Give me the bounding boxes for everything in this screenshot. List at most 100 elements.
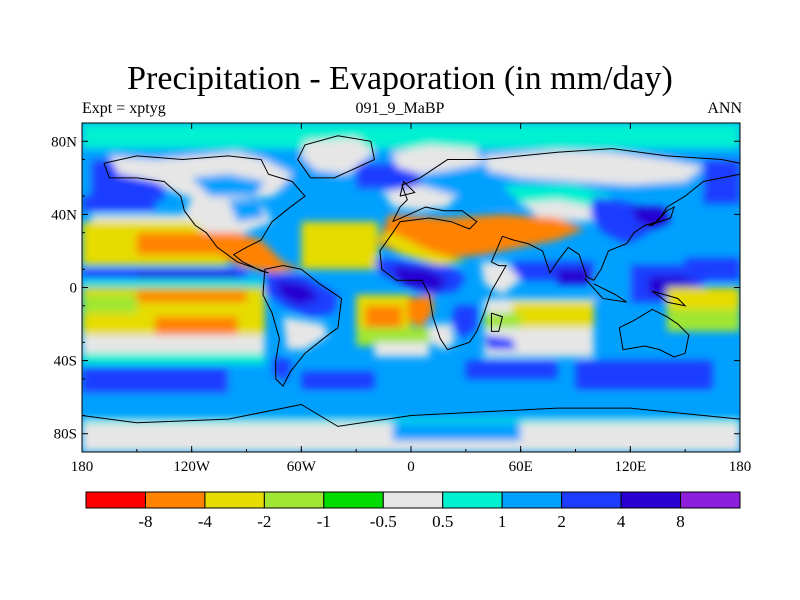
colorbar-label: -1 xyxy=(317,512,331,531)
period-label: 091_9_MaBP xyxy=(355,100,445,117)
field-zone xyxy=(484,313,521,328)
field-zone xyxy=(685,258,740,281)
coastline xyxy=(262,265,343,388)
coastline xyxy=(379,173,740,351)
colorbar-label: 2 xyxy=(557,512,566,531)
colorbar-box xyxy=(561,491,622,509)
x-tick-label: 0 xyxy=(407,459,415,475)
coastline xyxy=(297,135,376,179)
field-region xyxy=(206,232,302,273)
colorbar: -8 -4 -2 -1 -0.5 0.5 1 2 4 8 xyxy=(85,491,741,531)
field-zone xyxy=(155,316,238,336)
coastlines xyxy=(82,135,740,427)
field-region xyxy=(272,356,293,383)
field-regions xyxy=(82,123,740,452)
field-region xyxy=(275,280,320,306)
x-tick-label: 120E xyxy=(614,459,646,475)
x-tick-label: 60E xyxy=(509,459,533,475)
field-zone xyxy=(365,305,402,328)
field-region xyxy=(502,185,613,208)
colorbar-box xyxy=(263,491,325,509)
colorbar-box xyxy=(620,491,682,509)
colorbar-box xyxy=(382,491,444,509)
field-zone xyxy=(82,196,156,211)
field-zone xyxy=(82,294,137,314)
field-region xyxy=(283,316,329,350)
coastline xyxy=(103,155,306,274)
field-zone xyxy=(301,221,379,270)
colorbar-box xyxy=(144,491,206,509)
field-zone xyxy=(557,269,591,284)
field-zone xyxy=(301,371,375,390)
field-region xyxy=(484,335,518,350)
field-zone xyxy=(593,269,631,303)
field-region xyxy=(378,232,466,266)
colorbar-label: 4 xyxy=(617,512,626,531)
y-tick-label: 40S xyxy=(54,354,77,370)
field-zone xyxy=(374,342,430,357)
field-region xyxy=(520,199,613,222)
colorbar-box xyxy=(442,491,503,509)
field-zone xyxy=(136,232,229,255)
colorbar-box xyxy=(680,491,741,509)
coastline xyxy=(392,148,740,222)
colorbar-box xyxy=(85,491,146,509)
y-tick-label: 80S xyxy=(54,427,77,443)
x-tick-label: 180 xyxy=(729,459,752,475)
field-zone xyxy=(575,360,713,390)
coastline xyxy=(618,308,690,358)
colorbar-label: -2 xyxy=(257,512,271,531)
coastline xyxy=(651,290,687,307)
field-region xyxy=(383,185,457,211)
y-tick-label: 0 xyxy=(70,281,78,297)
y-tick-label: 40N xyxy=(51,207,77,223)
field-region xyxy=(228,199,265,222)
colorbar-box xyxy=(323,491,384,509)
pe-field xyxy=(82,123,740,452)
field-zone xyxy=(356,327,430,346)
coastline xyxy=(648,206,676,226)
field-region xyxy=(407,294,433,328)
season-label: ANN xyxy=(707,100,742,117)
field-zone xyxy=(82,335,265,357)
x-tick-label: 180 xyxy=(71,459,94,475)
field-zone xyxy=(82,280,265,286)
field-region xyxy=(191,174,265,197)
field-region xyxy=(392,144,485,175)
chart-title: Precipitation - Evaporation (in mm/day) xyxy=(127,60,673,97)
field-zone xyxy=(511,302,594,328)
colorbar-label: -0.5 xyxy=(370,512,397,531)
field-region xyxy=(301,137,375,175)
field-zone xyxy=(82,393,740,420)
field-zone xyxy=(666,309,740,332)
coastline xyxy=(82,403,740,427)
field-region xyxy=(429,324,455,350)
field-zone xyxy=(136,272,238,279)
field-region xyxy=(484,150,704,186)
x-tick-label: 60W xyxy=(287,459,317,475)
y-tick-label: 80N xyxy=(51,134,77,150)
field-zone xyxy=(91,214,196,226)
x-tick-label: 120W xyxy=(173,459,211,475)
field-zone xyxy=(465,360,558,379)
field-region xyxy=(392,265,448,292)
field-zone xyxy=(82,367,229,394)
field-zone xyxy=(82,353,265,365)
field-region xyxy=(392,422,521,442)
field-region xyxy=(378,214,585,259)
colorbar-label: -8 xyxy=(138,512,152,531)
colorbar-label: 8 xyxy=(676,512,685,531)
colorbar-label: 0.5 xyxy=(432,512,453,531)
field-region xyxy=(451,305,477,339)
colorbar-label: -4 xyxy=(198,512,213,531)
field-zone xyxy=(136,291,247,303)
axis-ticks: 180 120W 60W 0 60E 120E 180 80N 40N 0 40S 80S xyxy=(51,122,752,475)
colorbar-box xyxy=(501,491,563,509)
colorbar-label: 1 xyxy=(498,512,507,531)
field-region xyxy=(630,207,671,230)
coastline xyxy=(399,180,416,197)
field-zone xyxy=(703,159,740,204)
experiment-label: Expt = xptyg xyxy=(82,100,166,117)
field-region xyxy=(480,261,521,295)
